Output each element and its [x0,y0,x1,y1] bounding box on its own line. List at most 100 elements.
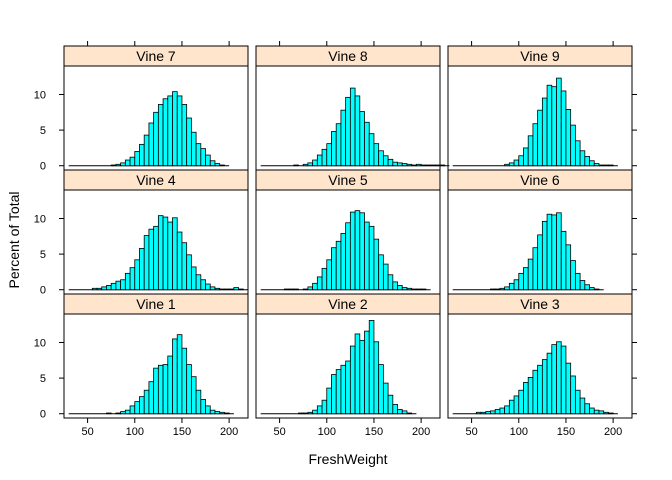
y-tick-label: 0 [40,409,46,421]
histogram-bar [200,399,206,415]
histogram-bar [238,288,244,291]
histogram-bar [186,254,192,291]
histogram-bar [115,163,122,167]
histogram-bar [480,411,487,415]
histogram-bar [129,405,136,415]
histogram-bar [143,389,150,415]
histogram-bar [162,364,169,415]
histogram-bar [373,238,380,291]
panel-strip-label: Vine 3 [520,296,560,312]
histogram-bar [368,225,375,291]
histogram-bar [416,163,422,167]
histogram-bar [340,364,347,415]
y-tick-label: 0 [40,161,46,173]
histogram-bar [134,151,140,167]
histogram-bar [518,272,524,291]
histogram-bar [420,288,427,291]
histogram-bar [608,412,614,415]
histogram-bar [598,410,605,415]
histogram-bar [574,389,581,415]
histogram-bar [349,211,356,291]
histogram-bar [302,412,309,415]
histogram-bar [307,162,314,167]
histogram-bar [124,409,131,415]
histogram-bar [200,148,206,167]
histogram-bar [401,410,408,415]
histogram-bar [176,95,183,167]
histogram-bar [293,164,299,167]
histogram-bar [190,131,197,167]
histogram-bar [551,214,557,291]
histogram-bar [124,159,131,167]
histogram-bar [195,389,202,415]
histogram-bar [364,330,370,415]
histogram-bar [541,220,548,291]
histogram-bar [523,381,529,415]
histogram-bar [91,287,98,291]
histogram-bar [537,234,543,291]
y-tick-label: 5 [40,249,46,261]
panel-vine-8: Vine 8 [255,45,450,171]
histogram-bar [584,403,590,415]
histogram-bar [565,109,572,167]
histogram-bar [186,117,192,167]
histogram-bar [115,412,122,415]
histogram-bar [508,399,515,415]
histogram-bar [349,345,356,415]
histogram-bar [148,122,155,167]
histogram-bar [331,247,337,291]
histogram-bar [129,267,136,291]
histogram-bar [387,158,394,167]
panel-vine-9: Vine 9 [447,45,633,171]
histogram-bar [359,111,365,167]
histogram-bar [401,287,408,291]
histogram-bar [331,374,337,415]
panel-frame [447,313,633,419]
histogram-bar [153,367,159,415]
histogram-bar [425,164,431,167]
histogram-bar [434,164,441,167]
histogram-bar [551,344,557,415]
histogram-bar [392,161,398,167]
histogram-bar [224,412,230,415]
histogram-bar [224,288,230,291]
histogram-bar [574,272,581,291]
x-tick-label: 200 [220,426,238,438]
panel-frame [255,313,441,419]
histogram-bar [172,91,178,167]
x-tick-label: 200 [604,426,622,438]
histogram-bar [397,285,403,291]
histogram-bar [392,281,398,291]
histogram-bar [556,212,562,291]
histogram-bar [508,282,515,291]
histogram-bar [537,109,543,167]
histogram-bar [345,360,351,415]
histogram-bar [172,217,178,291]
histogram-bar [205,405,211,415]
histogram-bar [219,164,225,167]
histogram-bar [316,276,323,291]
histogram-bar [513,395,520,415]
histogram-bar [392,404,398,415]
histogram-bar [153,111,159,167]
histogram-bar [508,162,515,167]
panel-strip-label: Vine 2 [328,296,368,312]
histogram-bar [546,352,553,415]
histogram-bar [570,124,576,167]
histogram-bar [368,133,375,167]
panel-vine-5: Vine 5 [255,169,441,295]
histogram-bar [608,164,614,167]
histogram-bar [167,221,173,291]
x-tick-label: 150 [365,426,383,438]
histogram-bar [593,409,600,415]
panel-strip-label: Vine 7 [136,48,176,64]
panel-strip-label: Vine 6 [520,172,560,188]
histogram-bar [326,143,332,167]
histogram-bar [518,389,524,415]
histogram-bar [283,288,290,291]
histogram-bar [584,156,590,167]
histogram-bar [349,87,356,167]
histogram-bar [298,412,304,415]
histogram-bar [499,407,506,415]
histogram-bar [397,162,403,167]
